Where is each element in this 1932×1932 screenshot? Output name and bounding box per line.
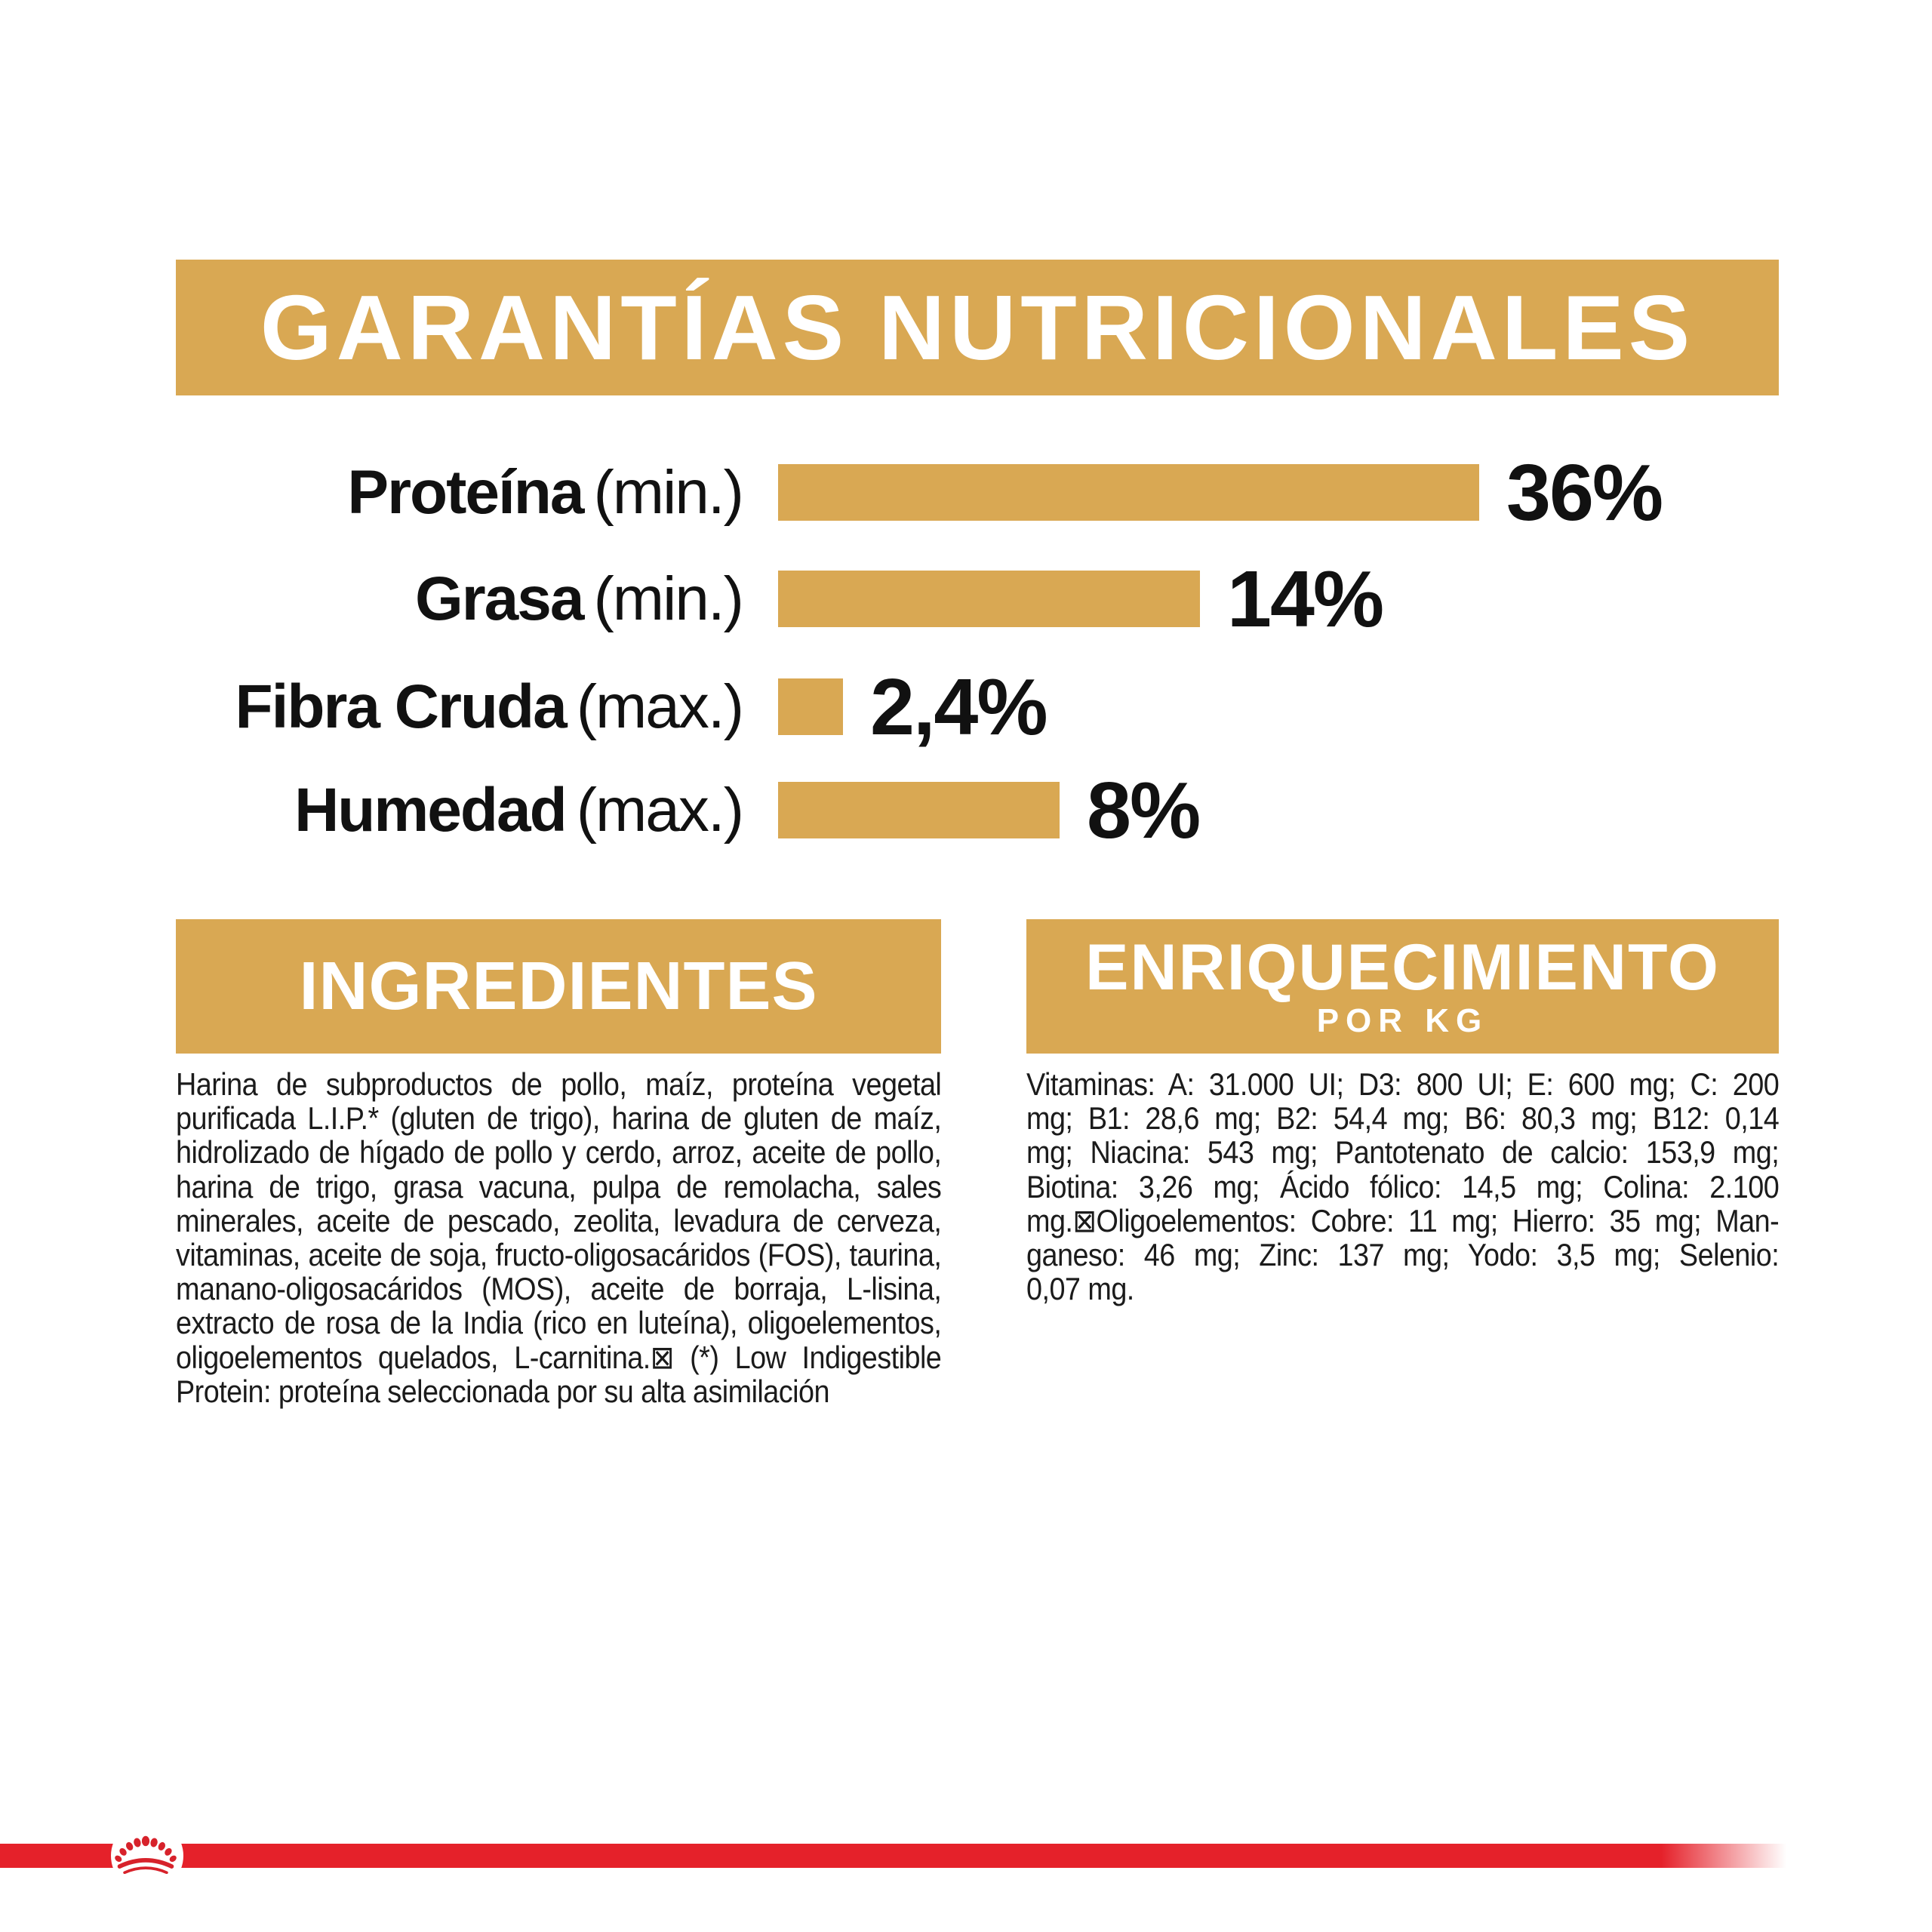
text-line: purificada L.I.P.* (gluten de trigo), ha… xyxy=(176,1100,942,1137)
text-line: oligoelementos quelados, L-carnitina.⊠ (… xyxy=(176,1339,942,1375)
label-qualifier: (min.) xyxy=(593,565,744,633)
ingredients-banner: INGREDIENTES xyxy=(176,919,941,1054)
value-grasa: 14% xyxy=(1227,554,1384,644)
chart-row-proteina: Proteína (min.) 36% xyxy=(161,448,1776,537)
enrichment-heading: ENRIQUECIMIENTO xyxy=(1085,931,1720,1004)
text-line: mg; Niacina: 543 mg; Pantotenato de calc… xyxy=(1026,1134,1780,1171)
text-line: harina de trigo, grasa vacuna, pulpa de … xyxy=(176,1168,942,1204)
text-line: 0,07 mg. xyxy=(1026,1271,1134,1307)
royal-canin-crown-icon xyxy=(115,1835,177,1874)
text-line: mg; B1: 28,6 mg; B2: 54,4 mg; B6: 80,3 m… xyxy=(1026,1100,1780,1137)
chart-row-grasa: Grasa (min.) 14% xyxy=(161,554,1776,644)
label-proteina: Proteína (min.) xyxy=(161,462,744,524)
text-line: extracto de rosa de la India (rico en lu… xyxy=(176,1305,942,1341)
text-line: Vitaminas: A: 31.000 UI; D3: 800 UI; E: … xyxy=(1026,1066,1780,1102)
ingredients-text: Harina de subproductos de pollo, maíz, p… xyxy=(176,1066,942,1409)
bar-fibra-cruda xyxy=(778,678,843,735)
page-title: GARANTÍAS NUTRICIONALES xyxy=(260,276,1695,379)
label-qualifier: (max.) xyxy=(576,672,744,741)
label-name: Fibra Cruda xyxy=(235,672,568,741)
label-qualifier: (min.) xyxy=(593,458,744,527)
chart-row-fibra-cruda: Fibra Cruda (max.) 2,4% xyxy=(161,662,1776,752)
footer-stripe xyxy=(0,1844,1786,1868)
bar-humedad xyxy=(778,782,1060,838)
text-line: mg.⊠Oligoelementos: Cobre: 11 mg; Hierro… xyxy=(1026,1202,1780,1238)
text-line: hidrolizado de hígado de pollo y cerdo, … xyxy=(176,1134,942,1171)
value-proteina: 36% xyxy=(1506,448,1663,537)
value-humedad: 8% xyxy=(1087,765,1201,855)
header-banner: GARANTÍAS NUTRICIONALES xyxy=(176,260,1779,395)
text-line: Protein: proteína seleccionada por su al… xyxy=(176,1373,829,1409)
label-qualifier: (max.) xyxy=(576,776,744,844)
bar-grasa xyxy=(778,571,1200,627)
text-line: Harina de subproductos de pollo, maíz, p… xyxy=(176,1066,942,1102)
enrichment-subheading: POR KG xyxy=(1316,1002,1489,1039)
label-name: Humedad xyxy=(294,776,568,844)
value-fibra-cruda: 2,4% xyxy=(870,662,1048,752)
logo-circle xyxy=(111,1820,183,1892)
text-line: Biotina: 3,26 mg; Ácido fólico: 14,5 mg;… xyxy=(1026,1168,1780,1204)
guarantees-chart: Proteína (min.) 36% Grasa (min.) 14% Fibra Cru… xyxy=(161,448,1776,855)
label-name: Proteína xyxy=(347,458,584,527)
label-humedad: Humedad (max.) xyxy=(161,780,744,841)
label-name: Grasa xyxy=(414,565,585,633)
text-line: minerales, aceite de pescado, zeolita, l… xyxy=(176,1202,942,1238)
label-grasa: Grasa (min.) xyxy=(161,568,744,630)
enrichment-text: Vitaminas: A: 31.000 UI; D3: 800 UI; E: … xyxy=(1026,1066,1780,1307)
label-fibra-cruda: Fibra Cruda (max.) xyxy=(161,676,744,738)
text-line: manano-oligosacáridos (MOS), aceite de b… xyxy=(176,1271,942,1307)
enrichment-banner: ENRIQUECIMIENTO POR KG xyxy=(1026,919,1779,1054)
text-line: ganeso: 46 mg; Zinc: 137 mg; Yodo: 3,5 m… xyxy=(1026,1237,1780,1273)
bar-proteina xyxy=(778,464,1479,521)
text-line: vitaminas, aceite de soja, fructo-oligos… xyxy=(176,1237,942,1273)
ingredients-heading: INGREDIENTES xyxy=(299,949,818,1024)
chart-row-humedad: Humedad (max.) 8% xyxy=(161,765,1776,855)
